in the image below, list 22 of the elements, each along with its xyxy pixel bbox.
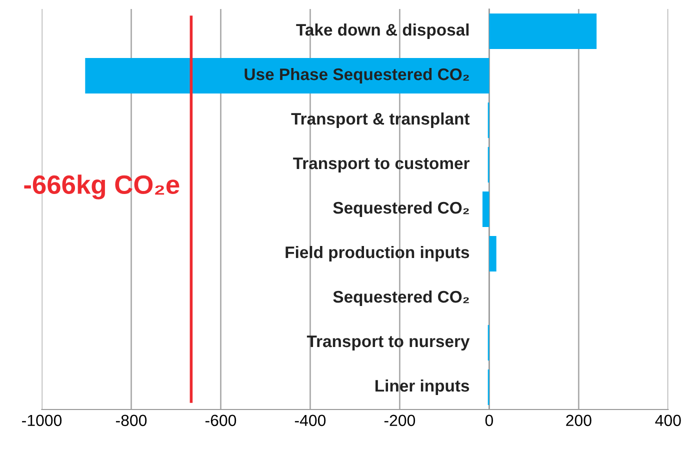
- x-tick-label: 400: [655, 414, 681, 426]
- bar: [482, 191, 490, 228]
- x-tick-label: -800: [116, 414, 147, 426]
- x-tick-label: -1000: [22, 414, 62, 426]
- bar: [489, 13, 597, 50]
- y-tick-label: Transport & transplant: [291, 112, 470, 128]
- y-tick-label: Use Phase Sequestered CO₂: [244, 68, 469, 84]
- bar: [85, 58, 490, 94]
- y-tick-label: Sequestered CO₂: [333, 201, 469, 218]
- y-tick-label: Field production inputs: [286, 246, 470, 262]
- y-tick-label: Liner inputs: [375, 379, 470, 396]
- x-tick-label: -400: [294, 414, 326, 426]
- y-tick-label: Sequestered CO₂: [333, 290, 469, 306]
- x-tick-label: 200: [566, 414, 592, 426]
- x-tick-label: -200: [384, 414, 416, 426]
- y-tick-label: Transport to nursery: [306, 336, 470, 351]
- bar: [489, 236, 496, 272]
- x-tick-label: 0: [485, 414, 494, 426]
- y-tick-label: Transport to customer: [293, 158, 470, 173]
- ref-line-label: -666kg CO₂e: [24, 174, 180, 200]
- x-tick-label: -600: [205, 414, 236, 426]
- y-tick-label: Take down & disposal: [296, 23, 469, 40]
